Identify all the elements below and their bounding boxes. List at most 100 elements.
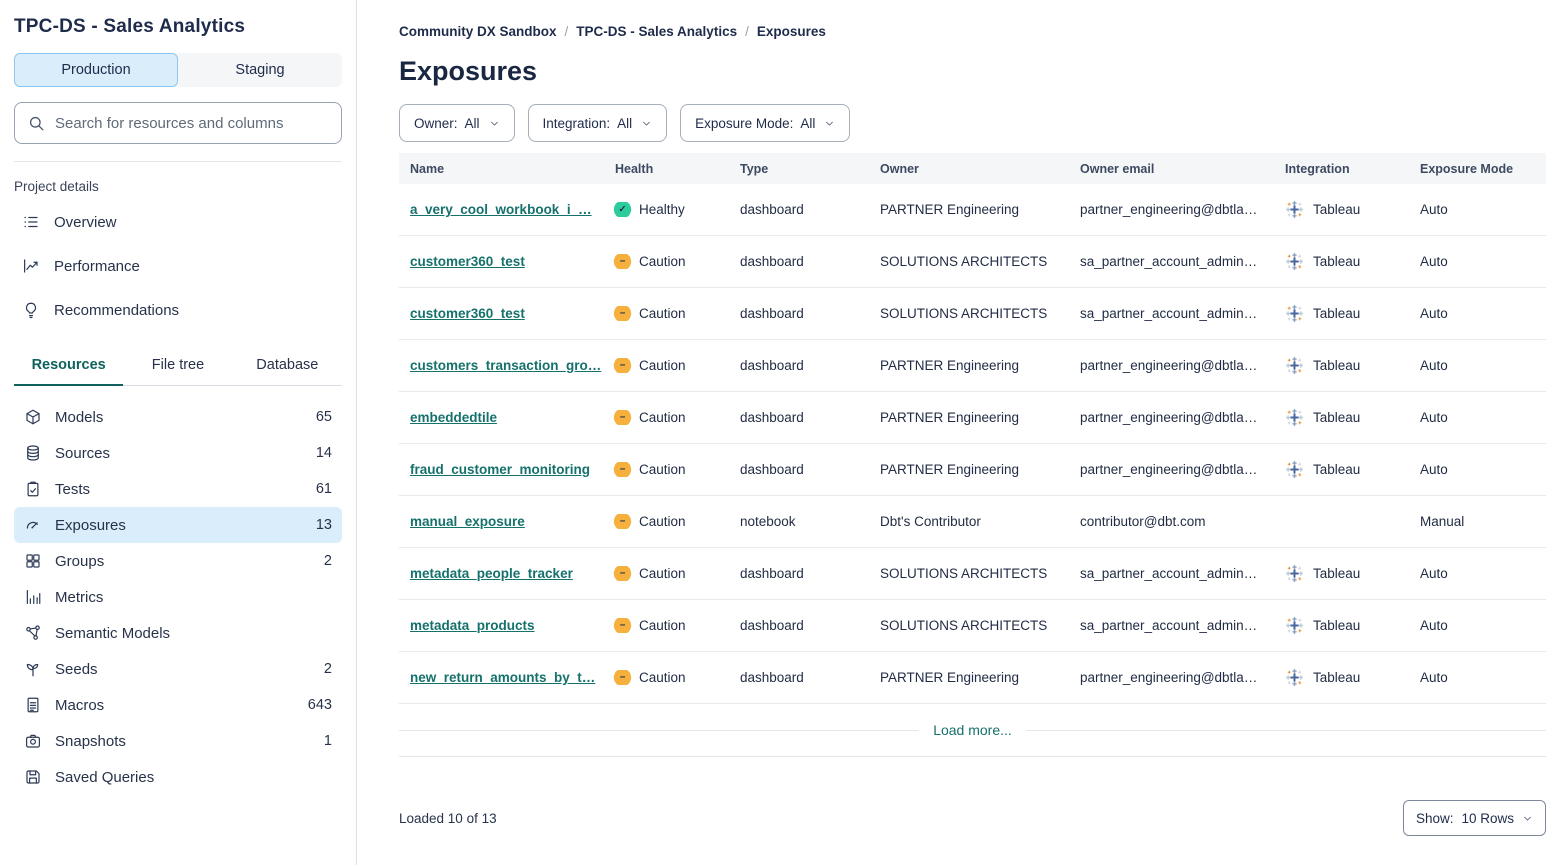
exposure-mode-cell: Auto [1420,358,1448,373]
owner-email-cell: partner_engineering@dbtla… [1080,410,1258,425]
health-label: Caution [639,358,686,373]
show-value: 10 Rows [1461,810,1514,826]
load-more-link[interactable]: Load more... [933,722,1012,738]
tableau-icon [1285,564,1304,583]
sidebar-item-groups[interactable]: Groups 2 [14,543,342,579]
exposure-name-link[interactable]: customers_transaction_gro… [410,358,602,373]
sidebar-item-seeds[interactable]: Seeds 2 [14,651,342,687]
tab-database[interactable]: Database [256,357,319,373]
cube-icon [24,408,42,426]
sidebar-item-macros[interactable]: Macros 643 [14,687,342,723]
sidebar-item-metrics[interactable]: Metrics [14,579,342,615]
breadcrumb-item[interactable]: TPC-DS - Sales Analytics [576,24,738,39]
table-row: embeddedtile − Caution dashboard PARTNER… [399,392,1546,444]
exposure-name-link[interactable]: embeddedtile [410,410,498,425]
show-rows-select[interactable]: Show: 10 Rows [1402,800,1546,836]
resource-count: 2 [323,553,332,569]
environment-toggle: Production Staging [14,53,342,87]
chevron-down-icon [1522,813,1533,824]
search-box[interactable] [14,102,342,144]
column-header-owner-email: Owner email [1080,161,1155,176]
breadcrumb-separator: / [564,24,569,39]
sidebar-item-exposures[interactable]: Exposures 13 [14,507,342,543]
type-cell: dashboard [740,566,804,581]
filter-bar: Owner: All Integration: All Exposure Mod… [399,104,1546,142]
exposure-name-link[interactable]: a_very_cool_workbook_i_… [410,202,592,217]
owner-email-cell: contributor@dbt.com [1080,514,1206,529]
owner-email-cell: partner_engineering@dbtla… [1080,358,1258,373]
sidebar-item-sources[interactable]: Sources 14 [14,435,342,471]
exposure-mode-cell: Auto [1420,566,1448,581]
sidebar-item-recommendations[interactable]: Recommendations [14,288,342,332]
owner-cell: SOLUTIONS ARCHITECTS [880,306,1048,321]
owner-cell: SOLUTIONS ARCHITECTS [880,618,1048,633]
exposure-name-link[interactable]: customer360_test [410,254,525,269]
owner-email-cell: sa_partner_account_admin… [1080,306,1258,321]
sidebar-tabs: Resources File tree Database [14,348,342,386]
resource-count: 61 [315,481,332,497]
bars-icon [24,588,42,606]
owner-email-cell: partner_engineering@dbtla… [1080,670,1258,685]
table-row: metadata_people_tracker − Caution dashbo… [399,548,1546,600]
filter-integration[interactable]: Integration: All [527,104,668,142]
sidebar-item-saved-queries[interactable]: Saved Queries [14,759,342,795]
tableau-icon [1285,460,1304,479]
exposure-name-link[interactable]: metadata_people_tracker [410,566,573,581]
breadcrumb-item[interactable]: Community DX Sandbox [399,24,557,39]
breadcrumb-separator: / [745,24,749,39]
caution-badge-icon: − [615,462,630,477]
sidebar-item-performance[interactable]: Performance [14,244,342,288]
gauge-icon [24,516,42,534]
table-row: fraud_customer_monitoring − Caution dash… [399,444,1546,496]
exposure-name-link[interactable]: metadata_products [410,618,535,633]
project-nav: Overview Performance Recommendations [14,200,342,332]
health-label: Caution [639,566,686,581]
network-icon [24,624,42,642]
table-row: a_very_cool_workbook_i_… ✓ Healthy dashb… [399,184,1546,236]
list-icon [22,213,40,231]
health-label: Caution [639,410,686,425]
tab-file-tree[interactable]: File tree [151,357,205,373]
page-title: Exposures [399,56,538,86]
integration-label: Tableau [1313,566,1361,581]
exposure-name-link[interactable]: manual_exposure [410,514,525,529]
owner-email-cell: sa_partner_account_admin… [1080,254,1258,269]
filter-exposure-mode[interactable]: Exposure Mode: All [680,104,851,142]
table-row: customer360_test − Caution dashboard SOL… [399,236,1546,288]
integration-label: Tableau [1313,618,1361,633]
divider [399,729,920,731]
exposure-name-link[interactable]: customer360_test [410,306,525,321]
sidebar-item-models[interactable]: Models 65 [14,399,342,435]
chevron-down-icon [824,118,835,129]
exposure-name-link[interactable]: fraud_customer_monitoring [410,462,591,477]
env-tab-staging[interactable]: Staging [235,62,285,78]
divider [14,161,342,162]
table-header-row: Name Health Type Owner Owner email Integratio… [399,153,1546,184]
sidebar-item-overview[interactable]: Overview [14,200,342,244]
sidebar-item-tests[interactable]: Tests 61 [14,471,342,507]
exposure-name-link[interactable]: new_return_amounts_by_t… [410,670,596,685]
integration-label: Tableau [1313,410,1361,425]
healthy-badge-icon: ✓ [615,202,630,217]
project-title: TPC-DS - Sales Analytics [14,16,246,37]
caution-badge-icon: − [615,410,630,425]
owner-cell: PARTNER Engineering [880,410,1020,425]
table-row: customers_transaction_gro… − Caution das… [399,340,1546,392]
search-input[interactable] [55,114,329,132]
sidebar-item-semantic-models[interactable]: Semantic Models [14,615,342,651]
tableau-icon [1285,668,1304,687]
filter-owner[interactable]: Owner: All [399,104,515,142]
integration-label: Tableau [1313,358,1361,373]
column-header-exposure-mode: Exposure Mode [1420,161,1514,176]
resource-count: 643 [307,697,332,713]
tab-resources[interactable]: Resources [14,348,124,386]
project-details-label: Project details [14,179,99,194]
type-cell: dashboard [740,254,804,269]
sidebar-item-snapshots[interactable]: Snapshots 1 [14,723,342,759]
type-cell: dashboard [740,202,804,217]
caution-badge-icon: − [615,306,630,321]
env-tab-production[interactable]: Production [14,53,178,87]
column-header-owner: Owner [880,161,919,176]
owner-email-cell: partner_engineering@dbtla… [1080,202,1258,217]
tableau-icon [1285,252,1304,271]
